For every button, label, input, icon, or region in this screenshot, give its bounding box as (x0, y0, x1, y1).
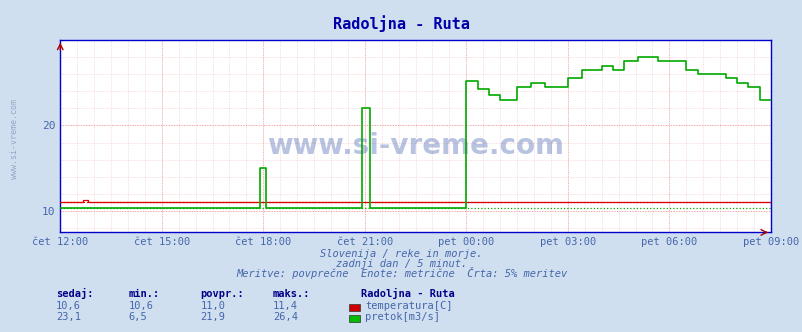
Text: maks.:: maks.: (273, 289, 310, 299)
Text: pretok[m3/s]: pretok[m3/s] (365, 312, 439, 322)
Text: www.si-vreme.com: www.si-vreme.com (10, 100, 18, 179)
Text: zadnji dan / 5 minut.: zadnji dan / 5 minut. (335, 259, 467, 269)
Text: 23,1: 23,1 (56, 312, 81, 322)
Text: 10,6: 10,6 (56, 301, 81, 311)
Text: povpr.:: povpr.: (200, 289, 244, 299)
Text: Radoljna - Ruta: Radoljna - Ruta (333, 15, 469, 32)
Text: Meritve: povprečne  Enote: metrične  Črta: 5% meritev: Meritve: povprečne Enote: metrične Črta:… (236, 267, 566, 279)
Text: temperatura[C]: temperatura[C] (365, 301, 452, 311)
Text: sedaj:: sedaj: (56, 288, 94, 299)
Text: 11,4: 11,4 (273, 301, 298, 311)
Text: min.:: min.: (128, 289, 160, 299)
Text: Radoljna - Ruta: Radoljna - Ruta (361, 288, 455, 299)
Text: 6,5: 6,5 (128, 312, 147, 322)
Text: Slovenija / reke in morje.: Slovenija / reke in morje. (320, 249, 482, 259)
Text: 26,4: 26,4 (273, 312, 298, 322)
Text: 21,9: 21,9 (200, 312, 225, 322)
Text: www.si-vreme.com: www.si-vreme.com (267, 132, 563, 160)
Text: 10,6: 10,6 (128, 301, 153, 311)
Text: 11,0: 11,0 (200, 301, 225, 311)
